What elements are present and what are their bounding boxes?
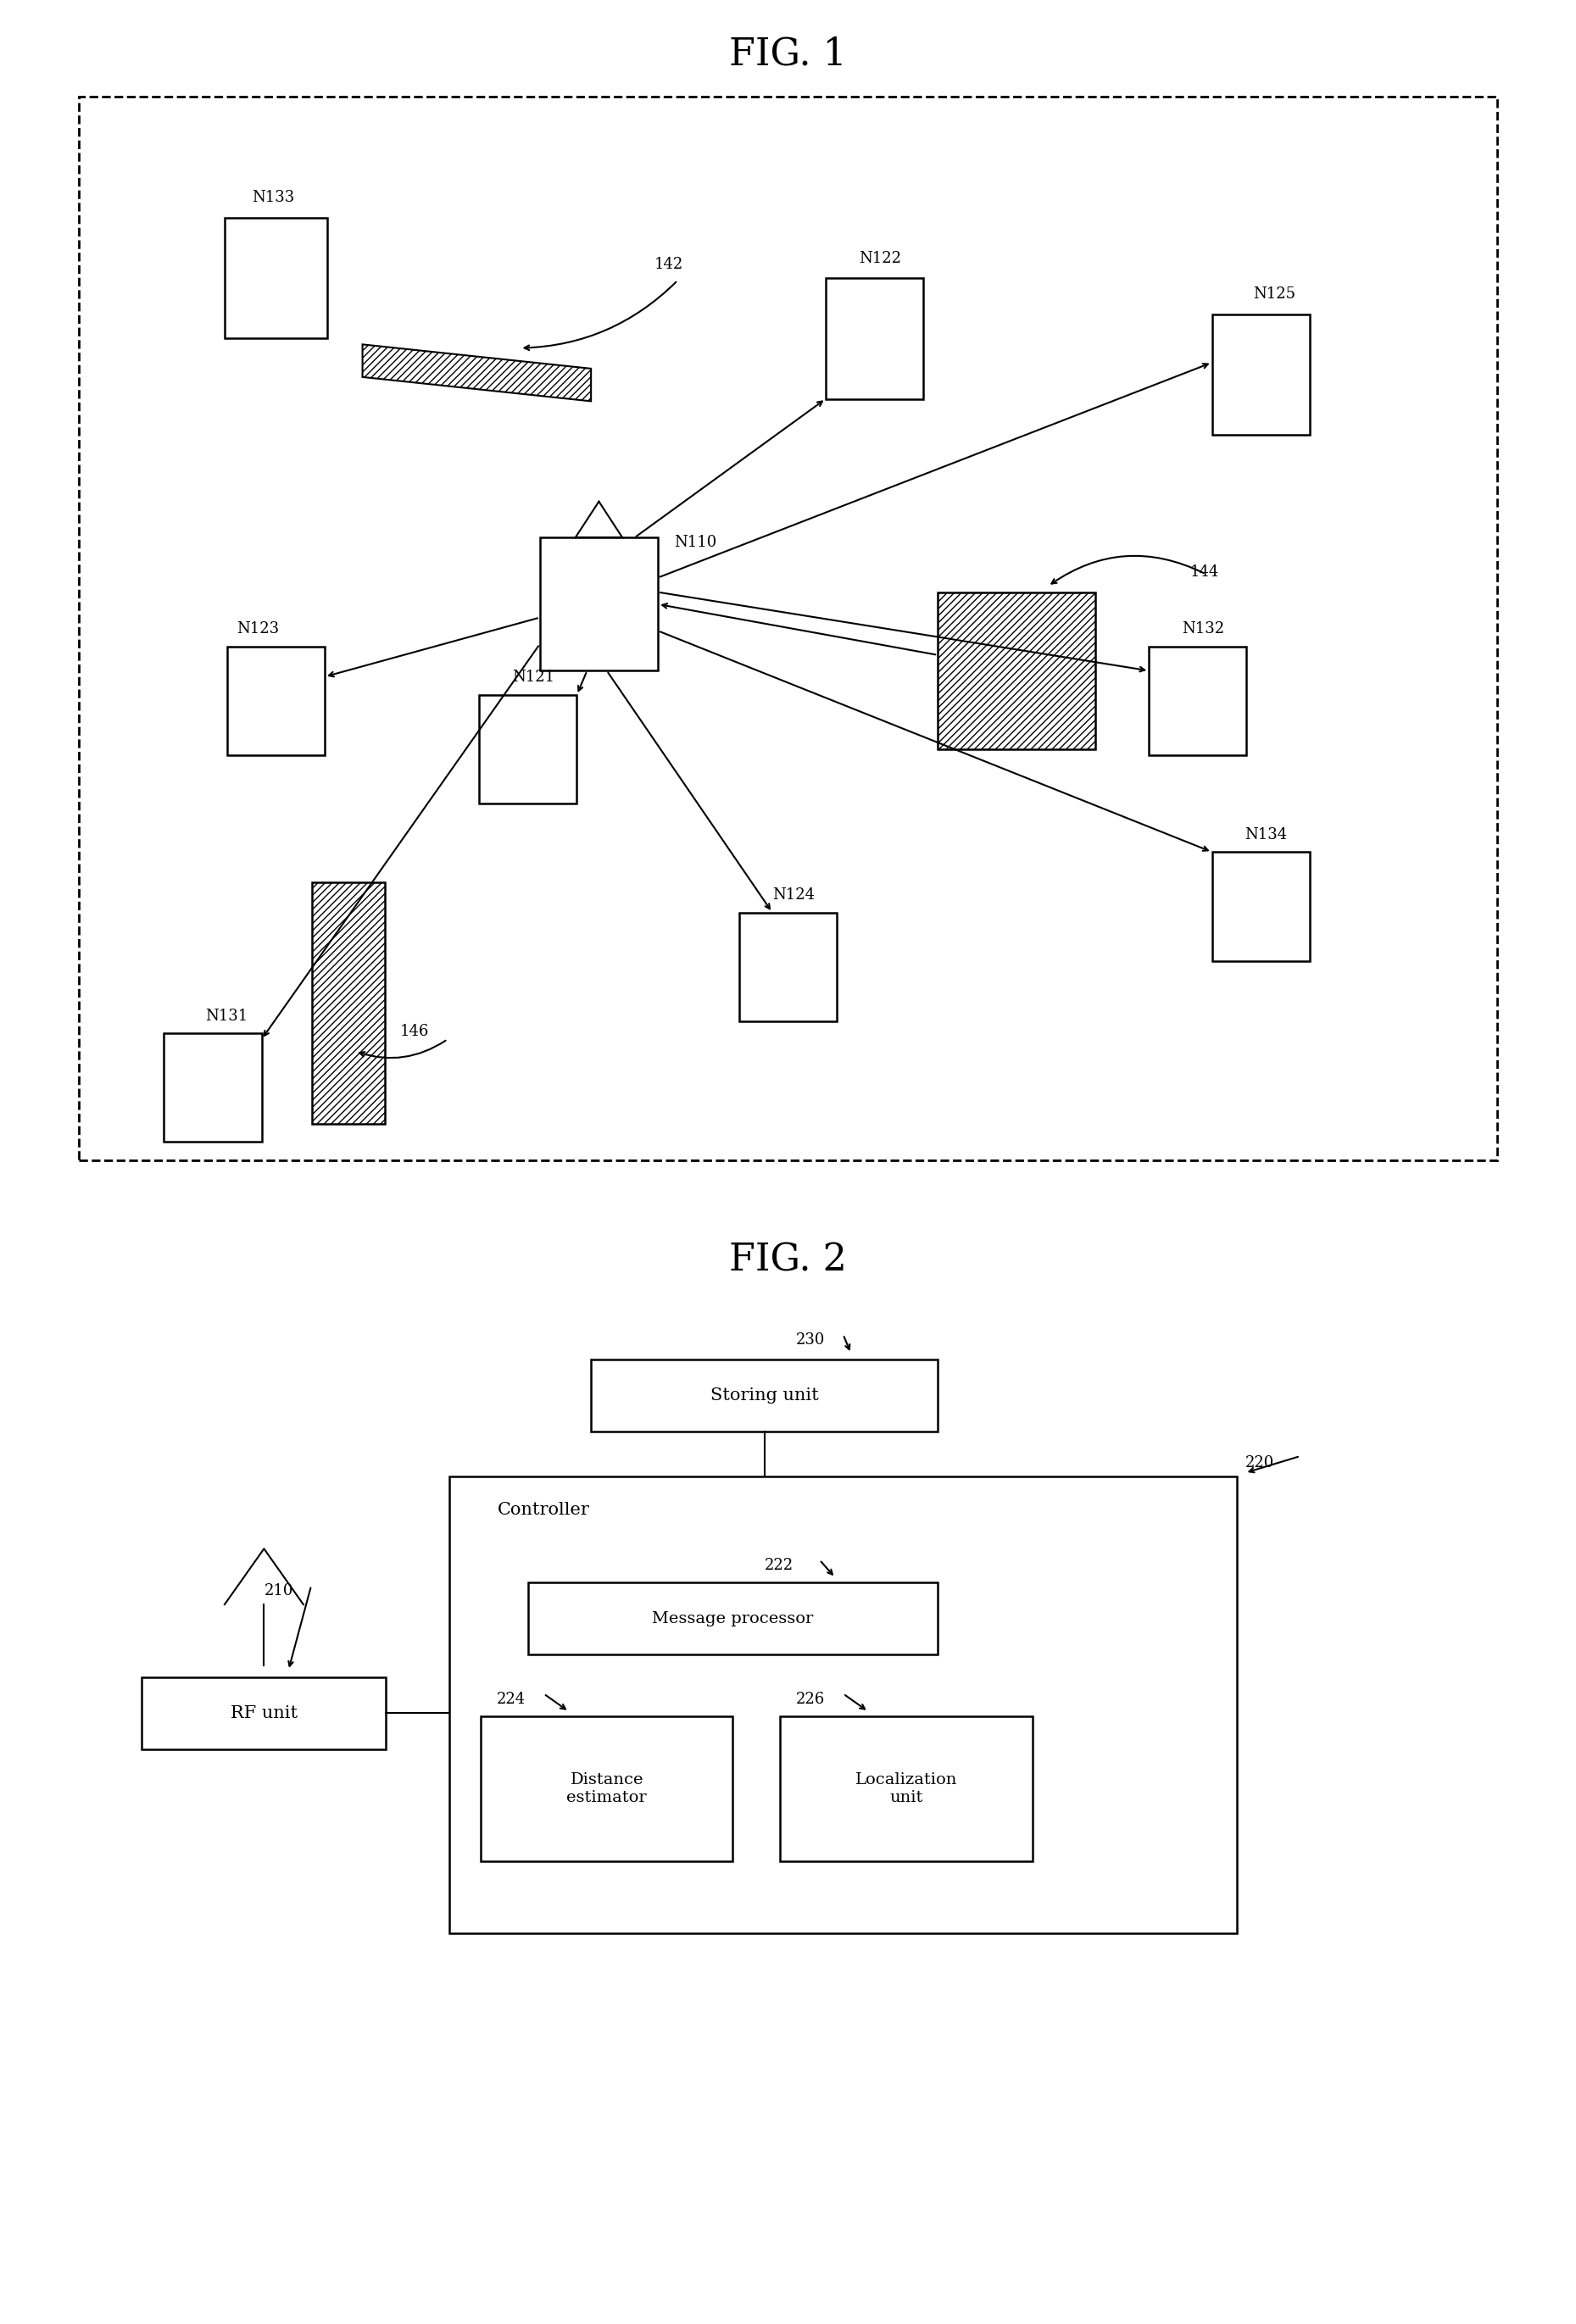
Bar bbox=[826, 279, 924, 400]
Bar bbox=[164, 1034, 262, 1141]
Text: Storing unit: Storing unit bbox=[711, 1387, 818, 1404]
Bar bbox=[1212, 314, 1310, 435]
Text: N133: N133 bbox=[252, 191, 295, 205]
Bar bbox=[539, 537, 659, 672]
Text: N124: N124 bbox=[772, 888, 815, 902]
Text: RF unit: RF unit bbox=[230, 1706, 298, 1722]
Bar bbox=[449, 1476, 1237, 1934]
Text: N121: N121 bbox=[512, 669, 555, 686]
Text: FIG. 2: FIG. 2 bbox=[730, 1241, 846, 1278]
Text: 142: 142 bbox=[654, 256, 682, 272]
Text: N122: N122 bbox=[859, 251, 901, 265]
Bar bbox=[1212, 853, 1310, 960]
Text: N131: N131 bbox=[205, 1009, 247, 1023]
Text: 222: 222 bbox=[764, 1557, 793, 1573]
Text: N123: N123 bbox=[236, 621, 279, 637]
Polygon shape bbox=[362, 344, 591, 402]
Text: FIG. 1: FIG. 1 bbox=[730, 37, 846, 72]
Text: N134: N134 bbox=[1245, 827, 1288, 841]
Bar bbox=[227, 646, 325, 755]
Text: 146: 146 bbox=[400, 1025, 429, 1039]
Text: Localization
unit: Localization unit bbox=[856, 1773, 957, 1806]
Bar bbox=[142, 1678, 386, 1750]
Text: 220: 220 bbox=[1245, 1455, 1273, 1471]
Bar bbox=[528, 1583, 938, 1655]
Bar bbox=[591, 1360, 938, 1432]
Bar bbox=[224, 218, 326, 339]
Text: 210: 210 bbox=[263, 1583, 293, 1599]
Text: N110: N110 bbox=[673, 535, 717, 551]
Bar bbox=[938, 593, 1095, 748]
Text: Message processor: Message processor bbox=[652, 1611, 813, 1627]
Text: 224: 224 bbox=[496, 1692, 525, 1708]
Bar bbox=[780, 1715, 1032, 1862]
Bar bbox=[479, 695, 577, 804]
Text: Controller: Controller bbox=[498, 1501, 589, 1518]
Bar bbox=[481, 1715, 733, 1862]
Text: Distance
estimator: Distance estimator bbox=[567, 1773, 646, 1806]
Bar bbox=[1149, 646, 1247, 755]
Text: N132: N132 bbox=[1182, 621, 1225, 637]
Text: 144: 144 bbox=[1190, 565, 1218, 581]
Text: N125: N125 bbox=[1253, 286, 1295, 302]
Bar bbox=[312, 883, 385, 1125]
Text: 226: 226 bbox=[796, 1692, 824, 1708]
Bar bbox=[79, 98, 1497, 1160]
Bar bbox=[739, 913, 837, 1020]
Text: 230: 230 bbox=[796, 1332, 824, 1348]
